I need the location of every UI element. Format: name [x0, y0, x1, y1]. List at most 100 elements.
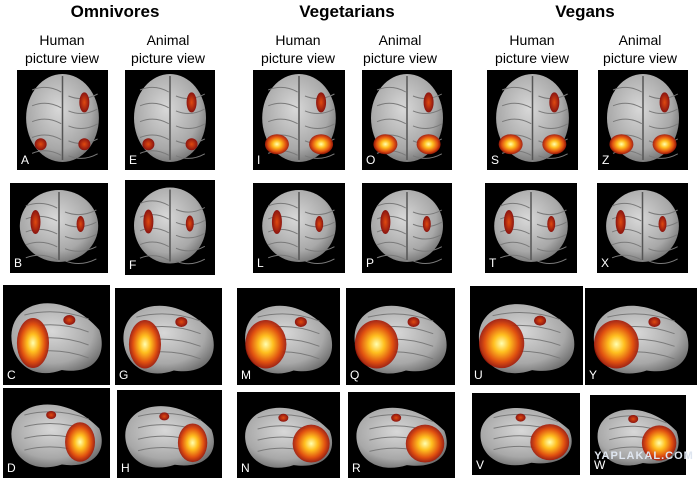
brain-panel: Q [346, 288, 455, 385]
column-label: picture view [261, 50, 336, 66]
gyrus [139, 200, 206, 213]
activation [159, 412, 170, 421]
group-title: Vegetarians [299, 2, 394, 21]
activation [498, 134, 523, 155]
brain-panel: A [17, 70, 108, 170]
gyrus [139, 118, 206, 129]
activation [354, 320, 399, 369]
activation [245, 320, 287, 369]
gyrus [607, 313, 675, 322]
activation [271, 210, 282, 234]
brain-panel: I [253, 70, 345, 170]
activation [609, 134, 634, 155]
gyrus [612, 102, 679, 114]
group-title: Omnivores [71, 2, 160, 21]
activation [316, 92, 327, 113]
brain-panel: P [362, 183, 452, 273]
panel-letter: B [14, 256, 22, 270]
activation [143, 209, 154, 234]
activation [628, 415, 639, 423]
activation [46, 411, 57, 419]
gyrus [500, 228, 567, 240]
activation [422, 216, 431, 232]
brain-panel: T [485, 183, 577, 273]
gyrus [31, 102, 98, 114]
gyrus [369, 414, 434, 423]
activation [547, 216, 556, 232]
activation [641, 425, 677, 461]
activation [79, 92, 90, 113]
activation [615, 210, 626, 234]
column-label: Animal [379, 32, 422, 48]
gyrus [367, 313, 434, 322]
gyrus [139, 241, 206, 252]
brain-panel: S [487, 70, 578, 170]
column-label: picture view [131, 50, 206, 66]
gyrus [268, 228, 335, 240]
activation [648, 316, 661, 327]
activation [503, 210, 514, 234]
activation [278, 413, 289, 422]
gyrus [24, 411, 89, 420]
activation [315, 216, 324, 232]
panel-letter: H [121, 461, 130, 475]
activation [542, 134, 567, 155]
gyrus [611, 241, 678, 252]
panel-letter: X [601, 256, 609, 270]
brain-panel: N [237, 392, 340, 478]
panel-letter: L [257, 256, 264, 270]
gyrus [136, 313, 201, 322]
column-label: Human [509, 32, 554, 48]
activation [30, 210, 41, 234]
activation [534, 315, 547, 326]
gyrus [376, 228, 443, 240]
activation [142, 138, 155, 151]
activation [34, 138, 47, 151]
column-label: Animal [147, 32, 190, 48]
activation [16, 318, 50, 368]
panel-letter: V [476, 458, 484, 472]
gyrus [609, 415, 667, 424]
activation [128, 320, 162, 369]
activation [185, 215, 194, 232]
gyrus [500, 254, 567, 264]
gyrus [500, 241, 567, 252]
brain-panel: F [125, 180, 215, 275]
activation [530, 424, 570, 461]
panel-letter: I [257, 153, 260, 167]
gyrus [137, 412, 202, 421]
brain-panel: C [3, 285, 110, 385]
gyrus [500, 202, 567, 216]
brain-panel: V [472, 393, 580, 475]
gyrus [25, 241, 97, 252]
gyrus [376, 254, 443, 264]
panel-letter: T [489, 256, 497, 270]
brain-panel: U [470, 286, 583, 385]
activation [78, 138, 91, 151]
brain-panel: H [117, 390, 222, 478]
panel-letter: E [129, 153, 137, 167]
panel-letter: P [366, 256, 374, 270]
panel-letter: Z [602, 153, 609, 167]
gyrus [31, 118, 98, 129]
panel-letter: W [594, 458, 606, 472]
activation [380, 210, 391, 234]
gyrus [268, 202, 335, 216]
brain-panel: E [125, 70, 215, 170]
activation [423, 92, 434, 113]
panel-letter: U [474, 368, 483, 382]
gyrus [501, 102, 568, 114]
activation [186, 92, 197, 113]
column-label: picture view [495, 50, 570, 66]
panel-letter: R [352, 461, 361, 475]
activation [264, 134, 289, 155]
gyrus [24, 311, 89, 320]
watermark: YAPLAKAL.COM [594, 450, 694, 462]
brain-panel: G [115, 288, 222, 385]
brain-panel: B [10, 183, 108, 273]
column-label: picture view [603, 50, 678, 66]
panel-letter: N [241, 461, 250, 475]
activation [405, 424, 445, 463]
group-title: Vegans [555, 2, 615, 21]
